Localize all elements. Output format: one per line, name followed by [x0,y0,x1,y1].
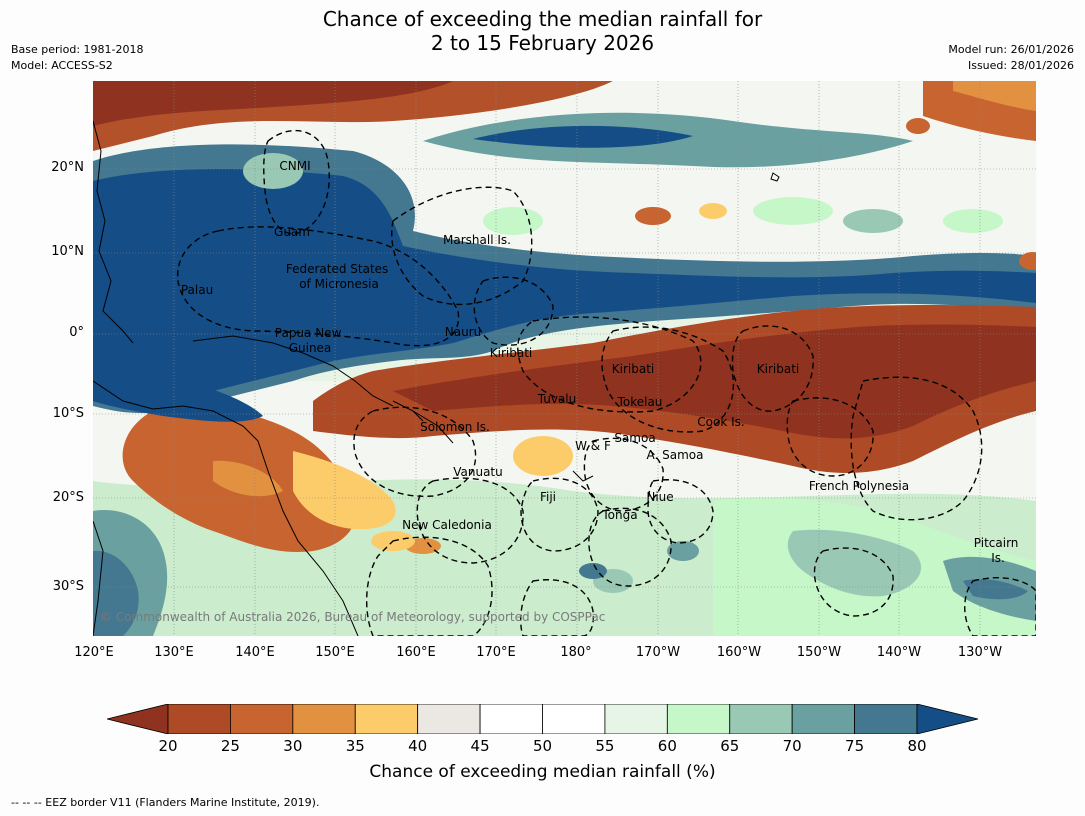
label-cnmi: CNMI [279,159,310,173]
copyright-notice: © Commonwealth of Australia 2026, Bureau… [100,610,605,624]
colorbar-tick-label: 40 [408,737,428,755]
model-run: Model run: 26/01/2026 [948,43,1074,56]
colorbar-band [167,704,231,734]
label-palau: Palau [181,283,213,297]
label-cook-islands: Cook Is. [697,415,744,429]
lon-label-160e: 160°E [396,645,436,660]
colorbar-tick-label: 35 [345,737,365,755]
label-tokelau: Tokelau [617,395,663,409]
colorbar [107,704,979,734]
colorbar-tick-label: 20 [158,737,178,755]
lat-label-20n: 20°N [51,160,84,175]
lon-label-180: 180° [560,645,592,660]
lon-label-120e: 120°E [74,645,114,660]
lon-label-170e: 170°E [476,645,516,660]
map-title: Chance of exceeding the median rainfall … [0,7,1085,55]
label-kiribati-west: Kiribati [490,346,532,360]
lon-label-160w: 160°W [716,645,762,660]
colorbar-band [729,704,793,734]
colorbar-tick-label: 70 [782,737,802,755]
label-american-samoa: A. Samoa [647,448,704,462]
meta-left: Base period: 1981-2018 Model: ACCESS-S2 [11,42,143,74]
label-tonga: Tonga [601,508,637,522]
label-pitcairn: Pitcairn Is. [974,536,1022,565]
label-wallis-futuna: W & F [575,439,611,453]
colorbar-band [292,704,356,734]
colorbar-tick-label: 30 [283,737,303,755]
colorbar-band [542,704,606,734]
colorbar-band [791,704,855,734]
colorbar-label: Chance of exceeding median rainfall (%) [369,762,716,782]
lat-label-30s: 30°S [52,579,84,594]
label-tuvalu: Tuvalu [537,392,577,406]
label-niue: Niue [646,490,673,504]
lon-label-130w: 130°W [957,645,1003,660]
lon-label-140w: 140°W [876,645,922,660]
lon-label-150w: 150°W [796,645,842,660]
colorbar-segments [107,704,979,734]
issued-date: Issued: 28/01/2026 [967,59,1074,72]
lat-label-20s: 20°S [52,490,84,505]
lon-label-140e: 140°E [235,645,275,660]
colorbar-tick-label: 75 [845,737,865,755]
meta-right: Model run: 26/01/2026 Issued: 28/01/2026 [948,42,1074,74]
base-period: Base period: 1981-2018 [11,43,144,56]
lon-label-150e: 150°E [315,645,355,660]
eez-footnote: -- -- -- EEZ border V11 (Flanders Marine… [11,796,320,809]
lat-label-10s: 10°S [52,406,84,421]
colorbar-band [479,704,543,734]
lat-label-10n: 10°N [51,244,84,259]
colorbar-band [854,704,918,734]
colorbar-band [417,704,481,734]
title-line-2: 2 to 15 February 2026 [430,31,655,55]
colorbar-tick-label: 25 [220,737,240,755]
label-nauru: Nauru [445,325,481,339]
label-guam: Guam [274,225,310,239]
colorbar-band [604,704,668,734]
lon-label-130e: 130°E [154,645,194,660]
label-kiribati-central: Kiribati [612,362,654,376]
eez-borders [177,130,1036,636]
region-labels: CNMI Guam Marshall Is. Federated States … [181,159,1022,565]
lon-label-170w: 170°W [635,645,681,660]
label-fiji: Fiji [540,490,556,504]
colorbar-tick-label: 50 [532,737,553,755]
lat-label-0: 0° [69,325,84,340]
colorbar-tick-label: 55 [595,737,615,755]
graticule [93,81,1036,636]
label-png: Papua New Guinea [275,326,345,355]
rainfall-map: CNMI Guam Marshall Is. Federated States … [93,81,1036,636]
colorbar-extend-high [916,704,979,734]
rainfall-field [93,81,1036,636]
label-samoa: Samoa [614,431,655,445]
coastlines [93,120,780,636]
title-line-1: Chance of exceeding the median rainfall … [322,7,763,31]
model-name: Model: ACCESS-S2 [11,59,113,72]
colorbar-band [354,704,419,734]
colorbar-tick-label: 45 [470,737,490,755]
label-new-caledonia: New Caledonia [402,518,492,532]
colorbar-tick-label: 80 [907,737,927,755]
colorbar-band [666,704,731,734]
colorbar-tick-label: 60 [657,737,677,755]
label-kiribati-east: Kiribati [757,362,799,376]
label-vanuatu: Vanuatu [453,465,503,479]
label-fsm: Federated States of Micronesia [286,262,392,291]
label-french-polynesia: French Polynesia [809,479,909,493]
colorbar-band [230,704,294,734]
colorbar-extend-low [107,704,169,734]
label-solomon-islands: Solomon Is. [420,420,490,434]
label-marshall: Marshall Is. [443,233,511,247]
colorbar-tick-label: 65 [720,737,740,755]
